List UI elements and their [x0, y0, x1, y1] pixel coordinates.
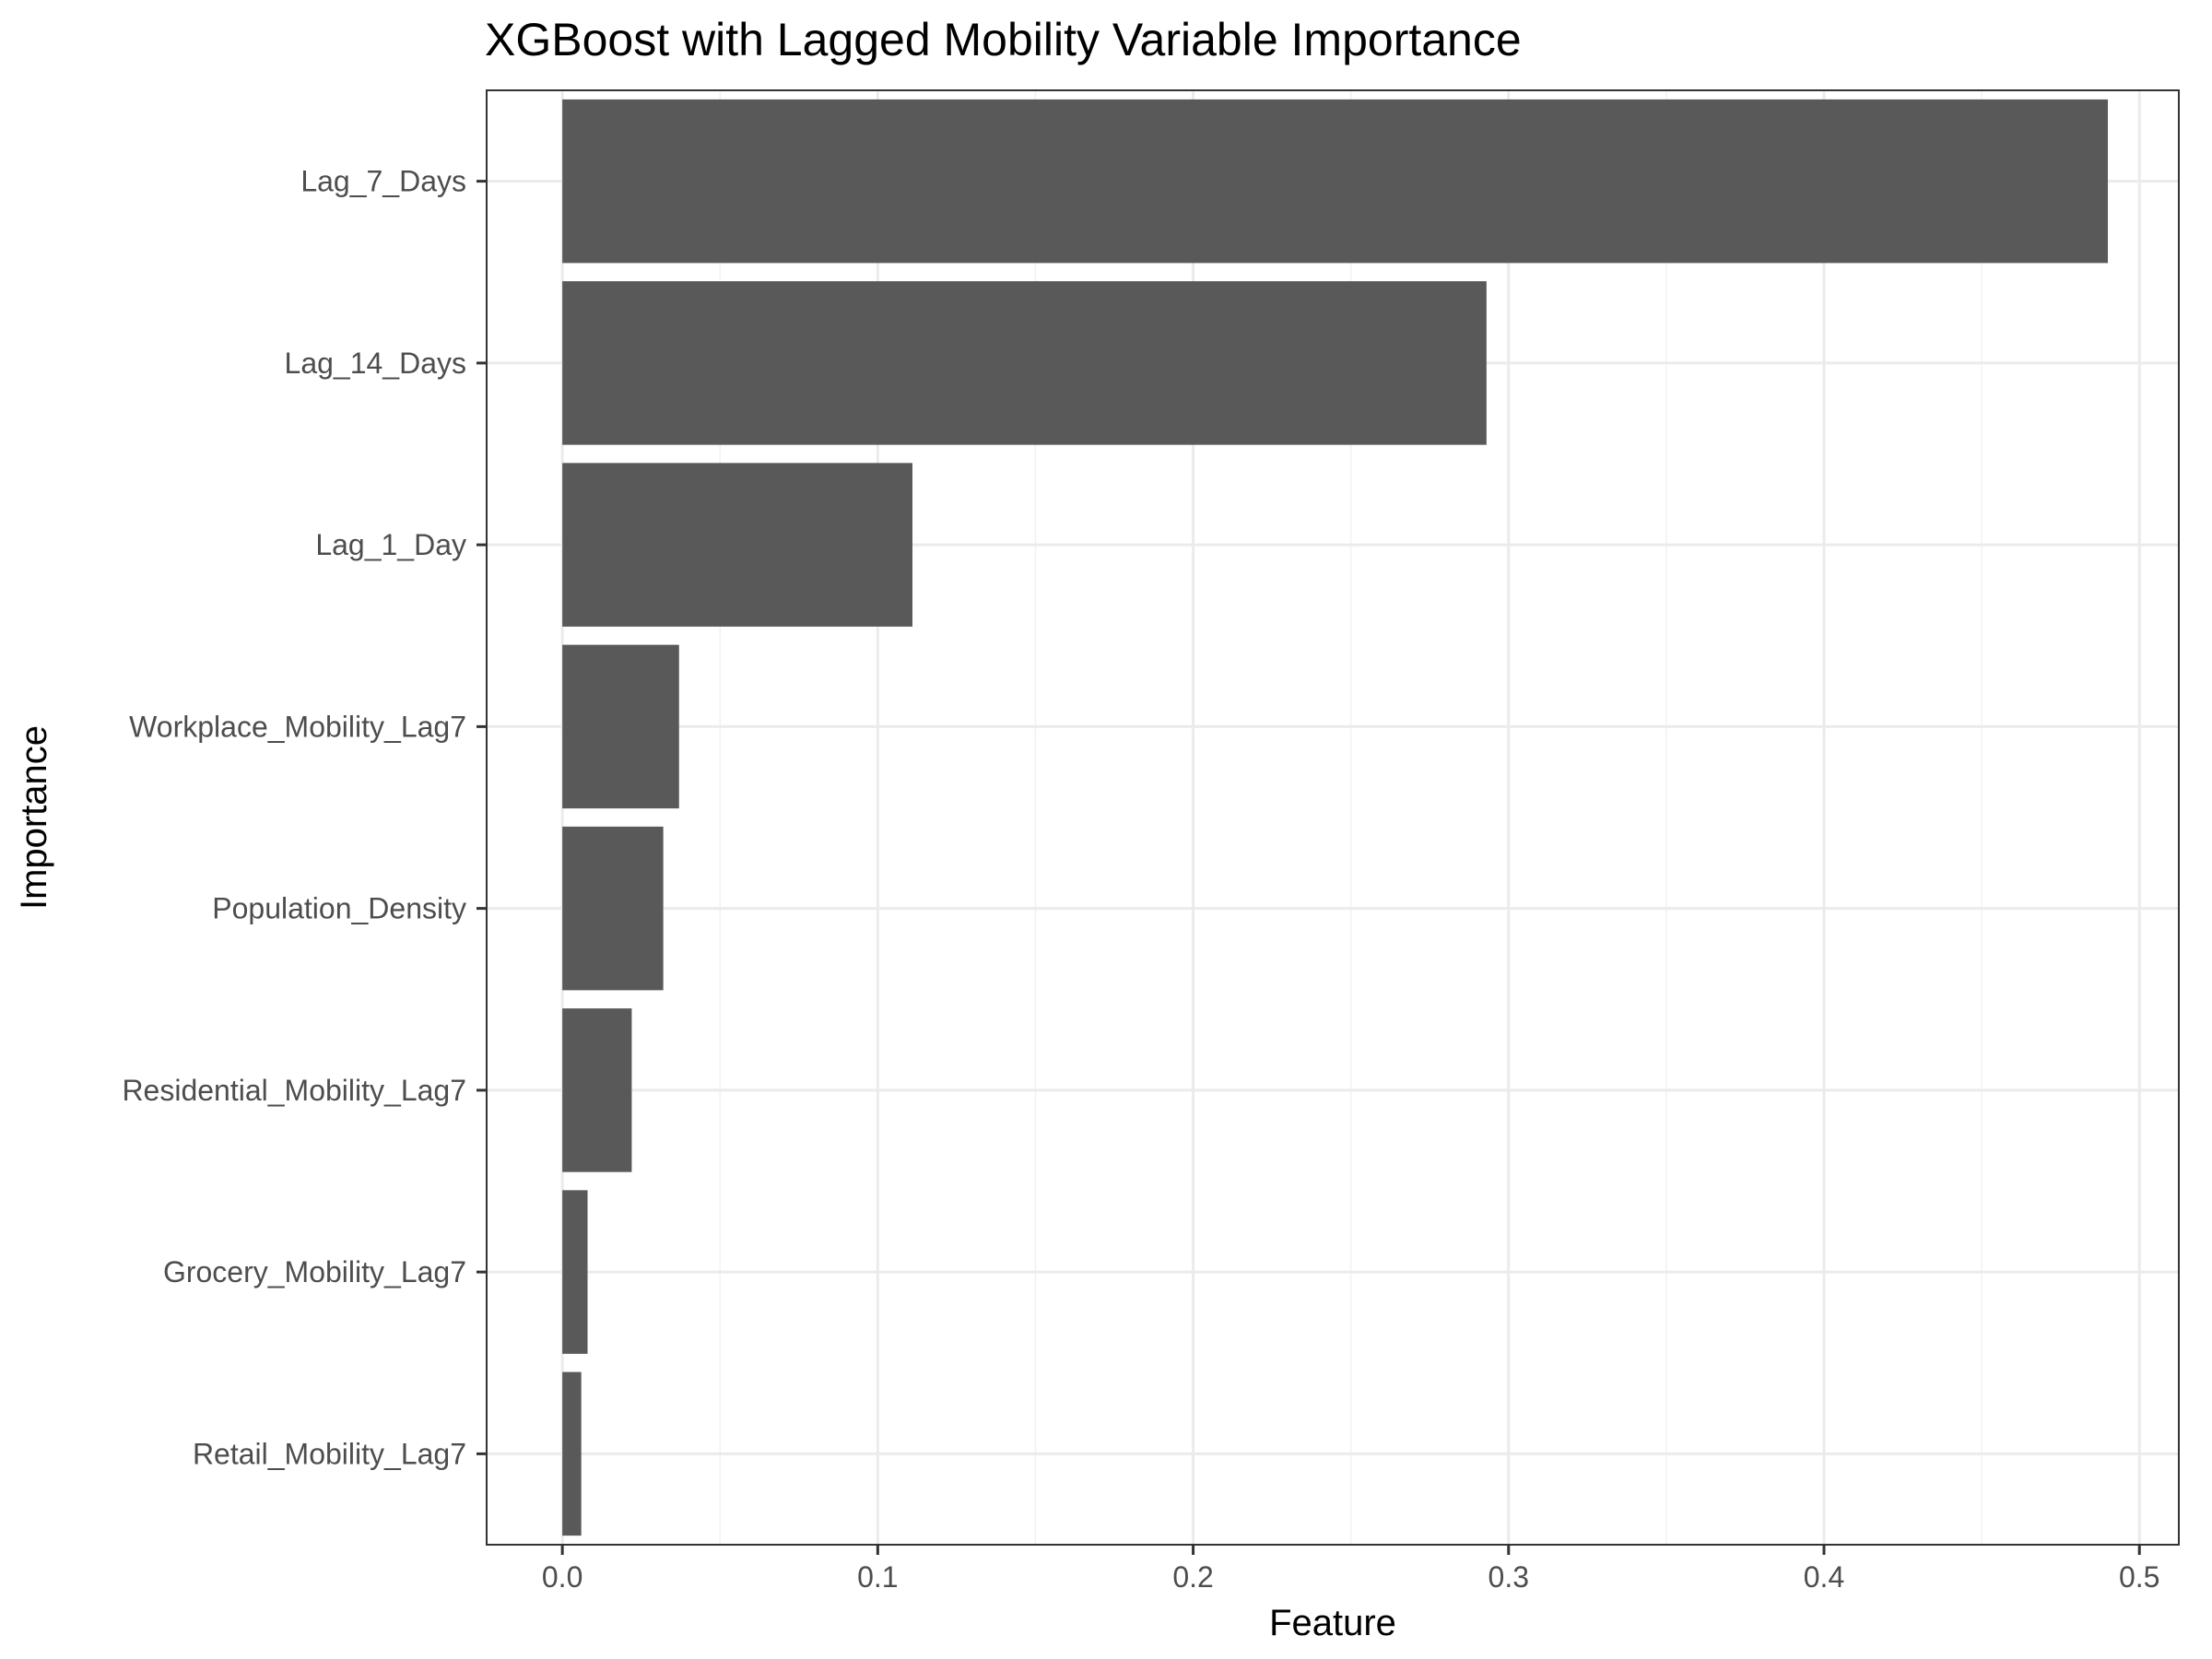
bar	[562, 281, 1487, 445]
y-tick-label: Lag_1_Day	[315, 528, 466, 561]
x-tick-label: 0.5	[2119, 1560, 2159, 1594]
y-tick-label: Lag_14_Days	[285, 347, 466, 380]
bar	[562, 1371, 582, 1536]
y-tick-label: Retail_Mobility_Lag7	[193, 1437, 466, 1470]
bar	[562, 644, 679, 809]
y-axis: Lag_7_Days Lag_14_Days Lag_1_Day Workplace_…	[122, 165, 487, 1470]
x-tick-label: 0.0	[542, 1560, 582, 1594]
y-tick-label: Population_Density	[212, 892, 466, 925]
x-tick-label: 0.3	[1488, 1560, 1529, 1594]
x-tick-label: 0.1	[857, 1560, 898, 1594]
panel-border	[486, 89, 2180, 1546]
y-tick-label: Workplace_Mobility_Lag7	[129, 710, 466, 743]
bar	[562, 826, 664, 991]
bars	[562, 99, 2109, 1536]
x-axis-title: Feature	[1269, 1603, 1396, 1643]
x-tick-label: 0.4	[1804, 1560, 1844, 1594]
y-tick-label: Residential_Mobility_Lag7	[122, 1074, 466, 1107]
bar	[562, 463, 912, 627]
x-axis: 0.0 0.1 0.2 0.3 0.4 0.5	[542, 1545, 2159, 1594]
y-axis-title: Importance	[14, 725, 54, 910]
chart-title: XGBoost with Lagged Mobility Variable Im…	[485, 14, 1522, 65]
bar	[562, 99, 2109, 264]
y-tick-label: Grocery_Mobility_Lag7	[163, 1255, 466, 1288]
x-tick-label: 0.2	[1172, 1560, 1213, 1594]
bar	[562, 1190, 588, 1354]
bar	[562, 1008, 632, 1172]
y-tick-label: Lag_7_Days	[300, 165, 466, 198]
